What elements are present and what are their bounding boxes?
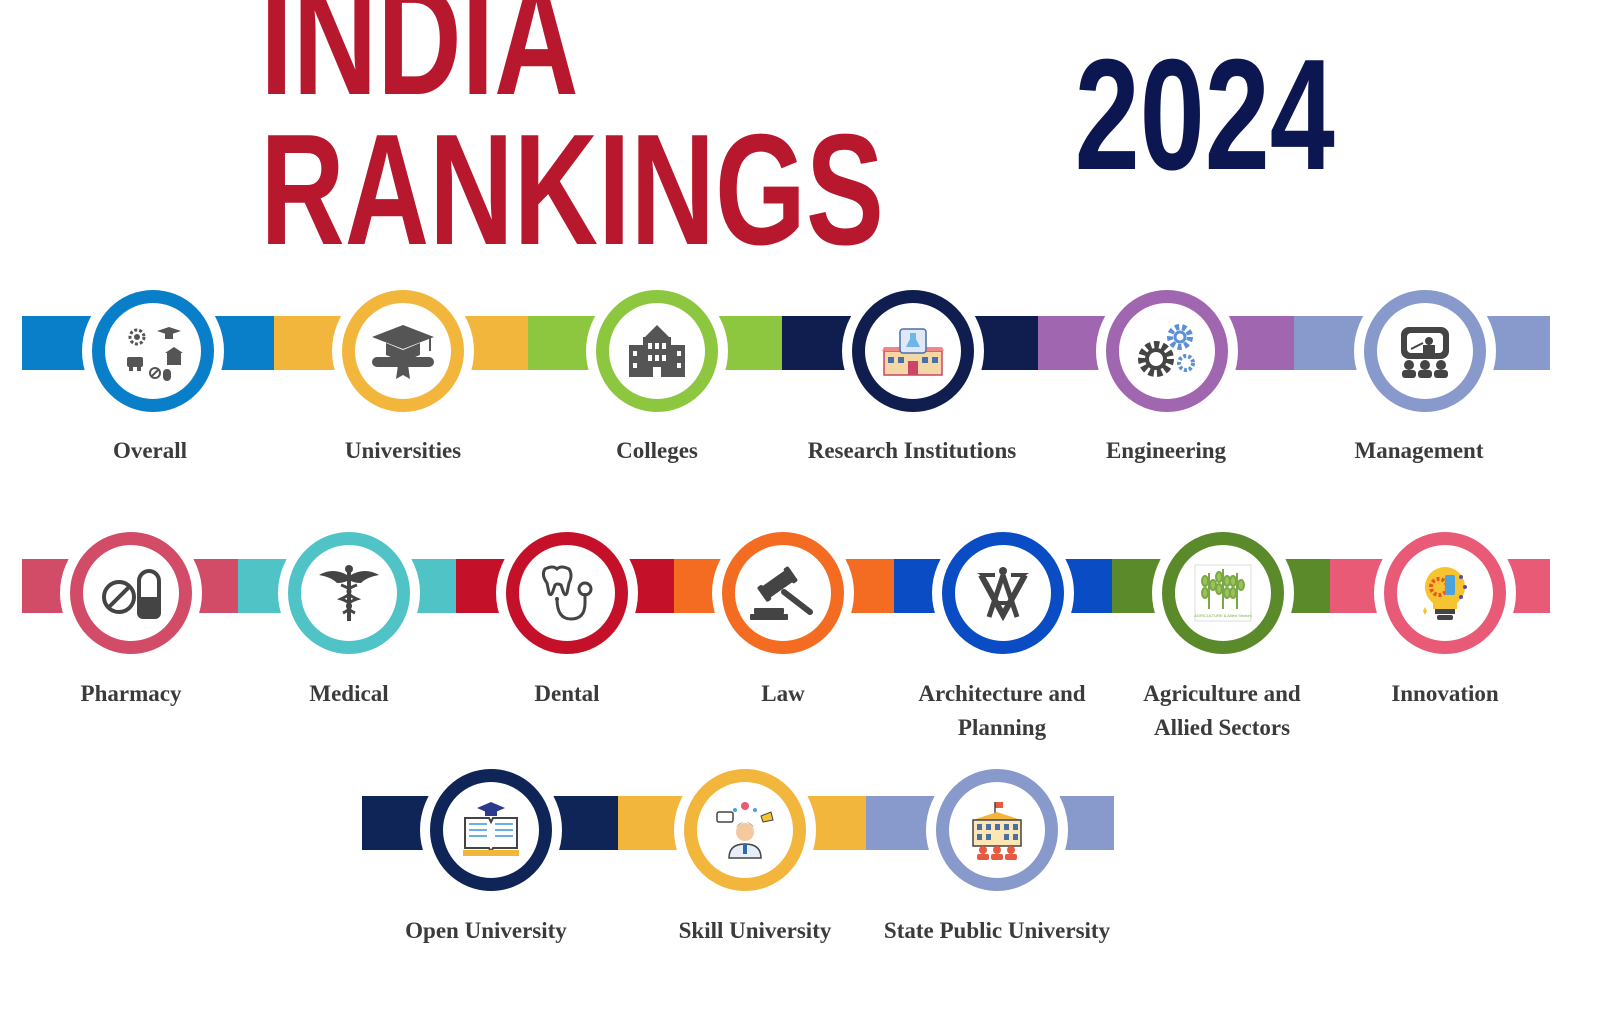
lightbulb-gear-icon [1423,567,1467,620]
category-universities[interactable] [342,290,464,412]
label-colleges: Colleges [616,438,698,463]
tooth-stethoscope-icon [541,565,593,621]
label-research-institutions: Research Institutions [807,438,1017,463]
category-pharmacy[interactable] [70,532,192,654]
skilled-person-icon [716,802,774,859]
label-open-university: Open University [405,918,567,943]
agri-icon-caption: AGRICULTURE & Allied Sectors [1194,613,1252,618]
compass-square-icon [977,567,1029,622]
label-engineering: Engineering [1105,438,1227,463]
category-medical[interactable] [288,532,410,654]
label-management: Management [1354,438,1484,463]
page-title: INDIA RANKINGS 2024 [150,0,1380,269]
category-innovation[interactable] [1384,532,1506,654]
gavel-icon [750,566,813,620]
category-overall[interactable] [92,290,214,412]
wheat-icon: AGRICULTURE & Allied Sectors [1194,564,1252,622]
graduation-cap-icon [372,325,434,379]
open-book-icon [463,802,519,856]
label-medical: Medical [309,681,389,706]
category-research-institutions[interactable] [852,290,974,412]
category-engineering[interactable] [1106,290,1228,412]
category-dental[interactable] [506,532,628,654]
caduceus-icon [319,565,379,621]
pill-capsule-icon [102,569,161,619]
label-skill-university: Skill University [678,918,832,943]
label-architecture-and-planning: Architecture and Planning [918,681,1086,740]
label-state-public-university: State Public University [883,918,1111,943]
research-lab-icon [882,328,944,376]
label-pharmacy: Pharmacy [80,681,182,706]
category-architecture-and-planning[interactable] [942,532,1064,654]
label-universities: Universities [344,438,462,463]
category-law[interactable] [722,532,844,654]
label-law: Law [761,681,805,706]
label-innovation: Innovation [1391,681,1499,706]
title-year: 2024 [1074,27,1335,203]
label-overall: Overall [112,438,188,463]
label-agriculture-and-allied-sectors: Agriculture and Allied Sectors [1143,681,1301,740]
public-university-icon [972,802,1022,860]
overall-icon [127,327,183,381]
category-open-university[interactable] [430,769,552,891]
category-skill-university[interactable] [684,769,806,891]
category-management[interactable] [1364,290,1486,412]
presentation-icon [1401,327,1449,378]
gears-icon [1138,324,1195,377]
label-dental: Dental [534,681,600,706]
college-building-icon [629,325,685,377]
category-colleges[interactable] [596,290,718,412]
category-state-public-university[interactable] [936,769,1058,891]
category-agriculture-and-allied-sectors[interactable]: AGRICULTURE & Allied Sectors [1162,532,1284,654]
title-india-rankings: INDIA RANKINGS [260,0,884,278]
